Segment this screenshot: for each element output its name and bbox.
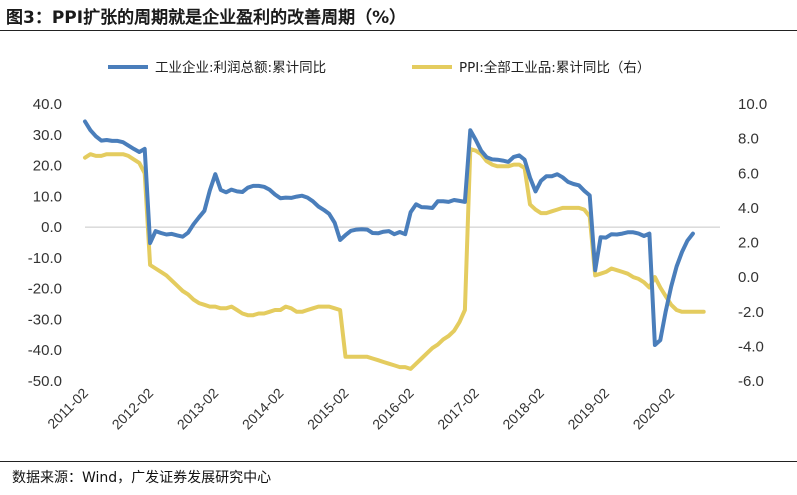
legend: 工业企业:利润总额:累计同比 PPI:全部工业品:累计同比（右） (108, 59, 650, 76)
left-tick-label: 0.0 (41, 219, 62, 236)
series-layer (83, 119, 706, 371)
left-tick-label: 20.0 (33, 158, 62, 175)
x-tick-label: 2020-02 (630, 385, 678, 433)
chart: 工业企业:利润总额:累计同比 PPI:全部工业品:累计同比（右） 40.0 30.… (28, 59, 767, 433)
x-tick-label: 2013-02 (174, 385, 222, 433)
left-tick-label: 30.0 (33, 127, 62, 144)
footer-rule (0, 461, 797, 462)
right-tick-label: 2.0 (738, 235, 759, 252)
x-tick-label: 2018-02 (499, 385, 547, 433)
left-tick-label: -30.0 (28, 311, 62, 328)
series-line-0 (83, 119, 695, 347)
left-tick-label: -50.0 (28, 373, 62, 390)
left-tick-label: -40.0 (28, 342, 62, 359)
x-tick-label: 2011-02 (44, 385, 91, 432)
right-tick-label: 0.0 (738, 269, 759, 286)
right-tick-label: -4.0 (738, 338, 764, 355)
x-tick-label: 2016-02 (369, 385, 417, 433)
x-tick-label: 2017-02 (434, 385, 482, 433)
left-axis: 40.0 30.0 20.0 10.0 0.0 -10.0 -20.0 -30.0 -40.0 -… (28, 96, 62, 390)
title-rule (0, 30, 797, 31)
x-tick-label: 2015-02 (304, 385, 352, 433)
chart-title: 图3：PPI扩张的周期就是企业盈利的改善周期（%） (6, 8, 407, 28)
right-tick-label: 8.0 (738, 131, 759, 148)
right-tick-label: 4.0 (738, 200, 759, 217)
left-tick-label: 40.0 (33, 96, 62, 113)
right-axis: 10.0 8.0 6.0 4.0 2.0 0.0 -2.0 -4.0 -6.0 (738, 96, 767, 390)
right-tick-label: -2.0 (738, 304, 764, 321)
right-tick-label: 10.0 (738, 96, 767, 113)
left-tick-label: 10.0 (33, 188, 62, 205)
x-tick-label: 2019-02 (564, 385, 612, 433)
right-tick-label: 6.0 (738, 165, 759, 182)
left-tick-label: -10.0 (28, 250, 62, 267)
series-line-1 (83, 147, 706, 371)
legend-label-ppi: PPI:全部工业品:累计同比（右） (459, 59, 650, 76)
legend-label-profit: 工业企业:利润总额:累计同比 (155, 59, 326, 76)
source-note: 数据来源：Wind，广发证券发展研究中心 (12, 470, 272, 486)
right-tick-label: -6.0 (738, 373, 764, 390)
x-tick-label: 2012-02 (109, 385, 157, 433)
x-tick-label: 2014-02 (239, 385, 287, 433)
left-tick-label: -20.0 (28, 281, 62, 298)
x-axis: 2011-02 2012-02 2013-02 2014-02 2015-02 2016-… (44, 385, 677, 433)
